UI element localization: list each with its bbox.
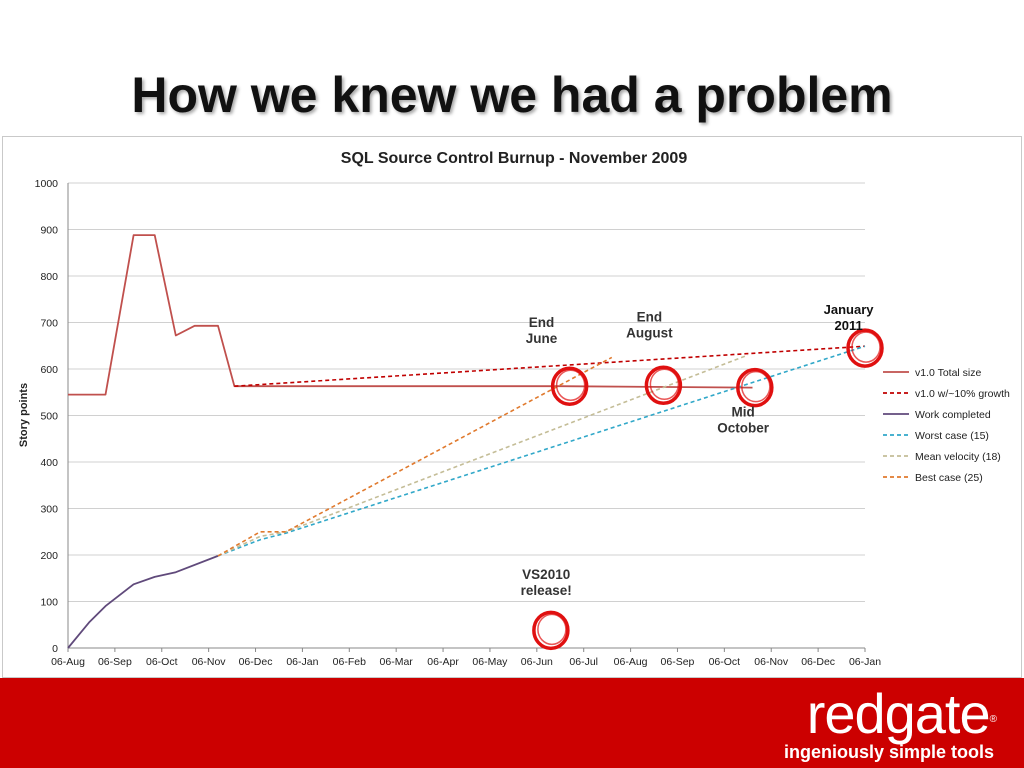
series-line-work-completed xyxy=(67,555,219,649)
y-tick-label: 200 xyxy=(40,550,58,562)
y-tick-label: 800 xyxy=(40,271,58,283)
chart-series xyxy=(67,234,866,649)
y-tick-label: 100 xyxy=(40,597,58,609)
x-tick-label: 06-Jan xyxy=(849,656,881,668)
annotation: VS2010 release! xyxy=(521,567,572,598)
x-tick-label: 06-Dec xyxy=(801,656,835,668)
highlight-circle-inner xyxy=(741,370,771,403)
x-tick-label: 06-May xyxy=(472,656,508,668)
highlight-circle xyxy=(644,365,683,406)
chart-title: SQL Source Control Burnup - November 200… xyxy=(341,150,688,167)
logo-text: redgate xyxy=(806,682,991,745)
y-tick-label: 400 xyxy=(40,457,58,469)
highlight-circle-inner xyxy=(537,613,567,646)
annotation-line: Mid xyxy=(731,404,754,419)
annotation: End August xyxy=(626,310,673,341)
annotation-line: End xyxy=(637,310,663,325)
annotation-line: August xyxy=(626,326,673,341)
x-tick-label: 06-Sep xyxy=(661,656,695,668)
series-line-worst-case-15 xyxy=(217,345,866,557)
annotation-line: VS2010 xyxy=(522,567,570,582)
x-tick-label: 06-Oct xyxy=(146,656,178,668)
x-axis: 06-Aug 06-Sep 06-Oct 06-Nov 06-Dec 06-Jan 06-F… xyxy=(51,647,881,668)
annotation: January 2011 xyxy=(824,302,875,333)
x-tick-label: 06-Aug xyxy=(51,656,85,668)
annotation: End June xyxy=(526,315,558,346)
annotation-line: release! xyxy=(521,583,572,598)
y-tick-label: 900 xyxy=(40,225,58,237)
annotation-line: 2011 xyxy=(834,318,862,333)
legend-entry: v1.0 Total size xyxy=(915,367,982,379)
annotation-line: January xyxy=(824,302,875,317)
x-tick-label: 06-Jun xyxy=(521,656,553,668)
series-line-v1-0-total-size xyxy=(68,234,753,396)
legend-entry: Best case (25) xyxy=(915,472,983,484)
y-tick-label: 700 xyxy=(40,318,58,330)
highlight-circle-inner xyxy=(851,331,881,363)
highlight-circle xyxy=(532,610,570,651)
registered-mark: ® xyxy=(989,714,997,725)
series-line-best-case-25 xyxy=(217,356,613,557)
x-tick-label: 06-Jul xyxy=(569,656,598,668)
x-tick-label: 06-Feb xyxy=(333,656,366,668)
highlight-circles xyxy=(532,328,884,651)
highlight-circle xyxy=(846,328,884,368)
x-tick-label: 06-Mar xyxy=(380,656,414,668)
y-tick-label: 0 xyxy=(52,643,58,655)
highlight-circle-inner xyxy=(649,368,680,401)
x-tick-label: 06-Sep xyxy=(98,656,132,668)
y-tick-label: 500 xyxy=(40,411,58,423)
x-tick-label: 06-Oct xyxy=(709,656,741,668)
y-tick-label: 300 xyxy=(40,504,58,516)
legend-entry: Work completed xyxy=(915,409,991,421)
x-tick-label: 06-Nov xyxy=(754,656,789,668)
x-tick-label: 06-Aug xyxy=(614,656,648,668)
x-tick-label: 06-Nov xyxy=(192,656,227,668)
x-tick-label: 06-Apr xyxy=(427,656,459,668)
chart-legend: v1.0 Total size v1.0 w/~10% growth Work co… xyxy=(883,367,1010,484)
series-line-mean-velocity-18 xyxy=(217,354,749,557)
y-axis: 0 100 200 300 400 500 600 700 800 900 1000 xyxy=(35,178,69,655)
slide-title: How we knew we had a problem xyxy=(131,67,893,123)
highlight-circle xyxy=(550,366,589,406)
burnup-chart: SQL Source Control Burnup - November 200… xyxy=(18,150,1010,668)
y-tick-label: 1000 xyxy=(35,178,59,190)
x-tick-label: 06-Jan xyxy=(286,656,318,668)
footer-bar: redgate® ingeniously simple tools xyxy=(0,678,1024,768)
highlight-circle-inner xyxy=(555,369,586,401)
redgate-logo: redgate® xyxy=(806,682,997,746)
highlight-circle xyxy=(736,367,774,408)
legend-entry: Mean velocity (18) xyxy=(915,451,1001,463)
x-tick-label: 06-Dec xyxy=(239,656,273,668)
chart-frame: SQL Source Control Burnup - November 200… xyxy=(2,136,1022,678)
legend-entry: v1.0 w/~10% growth xyxy=(915,388,1010,400)
series-line-v1-0-w-10-growth xyxy=(234,345,866,387)
tagline: ingeniously simple tools xyxy=(783,742,994,762)
annotation-line: End xyxy=(529,315,555,330)
annotation: Mid October xyxy=(717,404,770,435)
legend-entry: Worst case (15) xyxy=(915,430,989,442)
y-axis-label: Story points xyxy=(18,383,30,447)
annotation-line: June xyxy=(526,331,558,346)
y-tick-label: 600 xyxy=(40,364,58,376)
annotation-line: October xyxy=(717,420,770,435)
